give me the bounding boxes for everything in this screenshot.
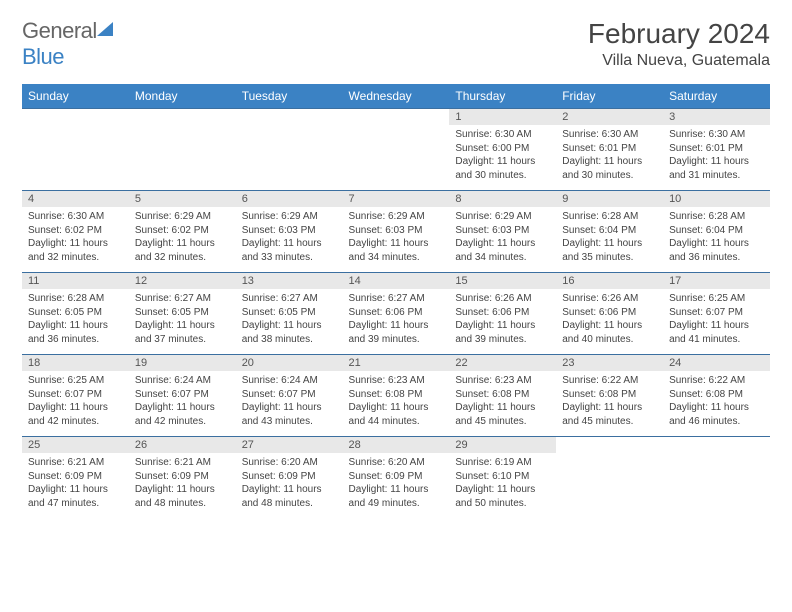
title-block: February 2024 Villa Nueva, Guatemala bbox=[588, 18, 770, 70]
day-number-cell: 24 bbox=[663, 355, 770, 372]
day-detail-cell: Sunrise: 6:22 AMSunset: 6:08 PMDaylight:… bbox=[663, 371, 770, 437]
day-number-row: 18192021222324 bbox=[22, 355, 770, 372]
month-title: February 2024 bbox=[588, 18, 770, 50]
day-detail-cell: Sunrise: 6:30 AMSunset: 6:01 PMDaylight:… bbox=[556, 125, 663, 191]
day-detail-cell: Sunrise: 6:26 AMSunset: 6:06 PMDaylight:… bbox=[556, 289, 663, 355]
day-detail-cell: Sunrise: 6:30 AMSunset: 6:00 PMDaylight:… bbox=[449, 125, 556, 191]
day-number-cell: 13 bbox=[236, 273, 343, 290]
day-header: Monday bbox=[129, 84, 236, 109]
day-detail-cell: Sunrise: 6:29 AMSunset: 6:03 PMDaylight:… bbox=[343, 207, 450, 273]
day-header: Saturday bbox=[663, 84, 770, 109]
day-header: Sunday bbox=[22, 84, 129, 109]
day-number-cell bbox=[22, 109, 129, 126]
day-number-cell: 19 bbox=[129, 355, 236, 372]
day-detail-cell: Sunrise: 6:23 AMSunset: 6:08 PMDaylight:… bbox=[343, 371, 450, 437]
day-detail-cell bbox=[236, 125, 343, 191]
day-header: Wednesday bbox=[343, 84, 450, 109]
day-number-cell: 6 bbox=[236, 191, 343, 208]
day-number-cell: 23 bbox=[556, 355, 663, 372]
location: Villa Nueva, Guatemala bbox=[588, 52, 770, 70]
calendar-table: SundayMondayTuesdayWednesdayThursdayFrid… bbox=[22, 84, 770, 518]
day-number-cell: 26 bbox=[129, 437, 236, 454]
day-detail-cell: Sunrise: 6:29 AMSunset: 6:03 PMDaylight:… bbox=[236, 207, 343, 273]
day-detail-cell: Sunrise: 6:28 AMSunset: 6:05 PMDaylight:… bbox=[22, 289, 129, 355]
day-detail-row: Sunrise: 6:30 AMSunset: 6:02 PMDaylight:… bbox=[22, 207, 770, 273]
day-detail-cell: Sunrise: 6:27 AMSunset: 6:05 PMDaylight:… bbox=[129, 289, 236, 355]
day-detail-cell: Sunrise: 6:30 AMSunset: 6:02 PMDaylight:… bbox=[22, 207, 129, 273]
day-number-row: 11121314151617 bbox=[22, 273, 770, 290]
day-number-cell: 15 bbox=[449, 273, 556, 290]
day-number-cell: 9 bbox=[556, 191, 663, 208]
day-detail-cell: Sunrise: 6:24 AMSunset: 6:07 PMDaylight:… bbox=[236, 371, 343, 437]
logo-part1: General bbox=[22, 18, 97, 43]
day-number-cell: 7 bbox=[343, 191, 450, 208]
day-detail-cell: Sunrise: 6:28 AMSunset: 6:04 PMDaylight:… bbox=[556, 207, 663, 273]
day-detail-row: Sunrise: 6:28 AMSunset: 6:05 PMDaylight:… bbox=[22, 289, 770, 355]
day-detail-cell: Sunrise: 6:21 AMSunset: 6:09 PMDaylight:… bbox=[22, 453, 129, 518]
day-detail-cell: Sunrise: 6:29 AMSunset: 6:03 PMDaylight:… bbox=[449, 207, 556, 273]
day-number-cell bbox=[343, 109, 450, 126]
day-number-cell: 16 bbox=[556, 273, 663, 290]
day-number-cell bbox=[129, 109, 236, 126]
day-number-cell: 20 bbox=[236, 355, 343, 372]
day-number-cell: 5 bbox=[129, 191, 236, 208]
day-number-cell: 3 bbox=[663, 109, 770, 126]
day-number-cell: 27 bbox=[236, 437, 343, 454]
day-number-row: 45678910 bbox=[22, 191, 770, 208]
day-number-cell: 1 bbox=[449, 109, 556, 126]
day-detail-cell: Sunrise: 6:26 AMSunset: 6:06 PMDaylight:… bbox=[449, 289, 556, 355]
day-number-cell: 11 bbox=[22, 273, 129, 290]
day-number-cell: 22 bbox=[449, 355, 556, 372]
day-number-cell bbox=[236, 109, 343, 126]
day-number-cell: 18 bbox=[22, 355, 129, 372]
logo-sail-icon bbox=[97, 18, 119, 44]
calendar-body: 123 Sunrise: 6:30 AMSunset: 6:00 PMDayli… bbox=[22, 109, 770, 519]
day-number-cell bbox=[556, 437, 663, 454]
day-detail-cell: Sunrise: 6:24 AMSunset: 6:07 PMDaylight:… bbox=[129, 371, 236, 437]
logo-text: General Blue bbox=[22, 18, 119, 70]
day-header: Thursday bbox=[449, 84, 556, 109]
day-detail-cell: Sunrise: 6:20 AMSunset: 6:09 PMDaylight:… bbox=[236, 453, 343, 518]
day-detail-cell bbox=[663, 453, 770, 518]
day-number-row: 2526272829 bbox=[22, 437, 770, 454]
day-number-cell: 28 bbox=[343, 437, 450, 454]
day-detail-cell: Sunrise: 6:28 AMSunset: 6:04 PMDaylight:… bbox=[663, 207, 770, 273]
day-detail-row: Sunrise: 6:21 AMSunset: 6:09 PMDaylight:… bbox=[22, 453, 770, 518]
day-detail-cell: Sunrise: 6:23 AMSunset: 6:08 PMDaylight:… bbox=[449, 371, 556, 437]
day-number-cell: 8 bbox=[449, 191, 556, 208]
day-number-cell bbox=[663, 437, 770, 454]
day-detail-cell: Sunrise: 6:25 AMSunset: 6:07 PMDaylight:… bbox=[22, 371, 129, 437]
day-detail-cell: Sunrise: 6:20 AMSunset: 6:09 PMDaylight:… bbox=[343, 453, 450, 518]
day-header: Friday bbox=[556, 84, 663, 109]
day-detail-cell bbox=[129, 125, 236, 191]
day-number-cell: 17 bbox=[663, 273, 770, 290]
logo: General Blue bbox=[22, 18, 119, 70]
day-detail-cell: Sunrise: 6:25 AMSunset: 6:07 PMDaylight:… bbox=[663, 289, 770, 355]
day-detail-cell: Sunrise: 6:19 AMSunset: 6:10 PMDaylight:… bbox=[449, 453, 556, 518]
day-detail-row: Sunrise: 6:25 AMSunset: 6:07 PMDaylight:… bbox=[22, 371, 770, 437]
day-number-cell: 14 bbox=[343, 273, 450, 290]
day-detail-cell bbox=[343, 125, 450, 191]
day-detail-row: Sunrise: 6:30 AMSunset: 6:00 PMDaylight:… bbox=[22, 125, 770, 191]
day-detail-cell: Sunrise: 6:27 AMSunset: 6:05 PMDaylight:… bbox=[236, 289, 343, 355]
day-detail-cell bbox=[22, 125, 129, 191]
calendar-header-row: SundayMondayTuesdayWednesdayThursdayFrid… bbox=[22, 84, 770, 109]
day-header: Tuesday bbox=[236, 84, 343, 109]
day-detail-cell: Sunrise: 6:29 AMSunset: 6:02 PMDaylight:… bbox=[129, 207, 236, 273]
day-number-cell: 12 bbox=[129, 273, 236, 290]
day-detail-cell: Sunrise: 6:27 AMSunset: 6:06 PMDaylight:… bbox=[343, 289, 450, 355]
day-detail-cell bbox=[556, 453, 663, 518]
day-number-cell: 21 bbox=[343, 355, 450, 372]
day-number-cell: 29 bbox=[449, 437, 556, 454]
day-detail-cell: Sunrise: 6:30 AMSunset: 6:01 PMDaylight:… bbox=[663, 125, 770, 191]
day-number-cell: 10 bbox=[663, 191, 770, 208]
logo-part2: Blue bbox=[22, 44, 64, 69]
day-number-row: 123 bbox=[22, 109, 770, 126]
day-detail-cell: Sunrise: 6:21 AMSunset: 6:09 PMDaylight:… bbox=[129, 453, 236, 518]
day-detail-cell: Sunrise: 6:22 AMSunset: 6:08 PMDaylight:… bbox=[556, 371, 663, 437]
day-number-cell: 4 bbox=[22, 191, 129, 208]
day-number-cell: 25 bbox=[22, 437, 129, 454]
header: General Blue February 2024 Villa Nueva, … bbox=[22, 18, 770, 70]
day-number-cell: 2 bbox=[556, 109, 663, 126]
